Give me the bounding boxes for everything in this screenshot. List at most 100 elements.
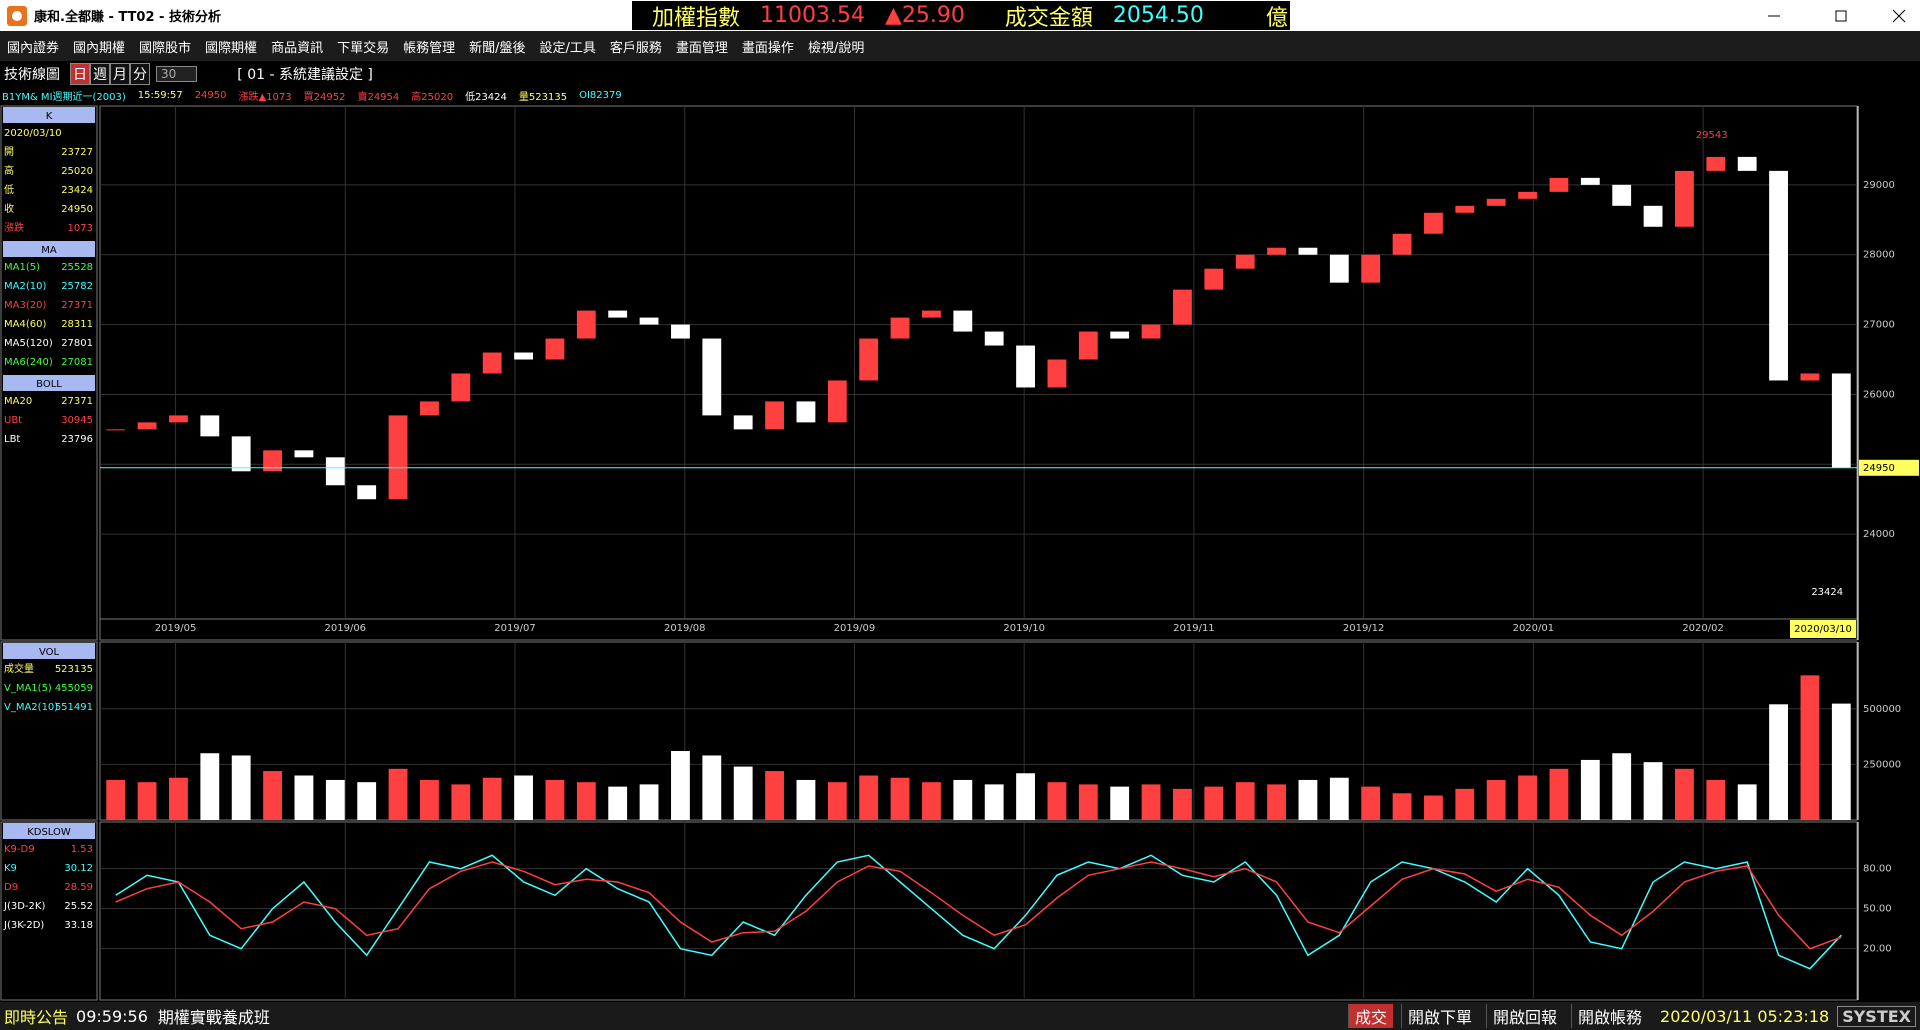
candle	[608, 310, 628, 318]
row-label: 高	[4, 164, 14, 177]
volume-bar	[1612, 753, 1632, 820]
row-label: MA4(60)	[4, 319, 46, 330]
kd-line	[115, 861, 1842, 950]
notice[interactable]: 即時公告	[4, 1008, 69, 1027]
row-label: MA20	[4, 396, 32, 407]
candle	[169, 415, 188, 423]
volume-bar	[1016, 773, 1035, 820]
sidebar-frame	[0, 105, 98, 641]
candle	[388, 415, 408, 500]
row-value: 23727	[61, 147, 93, 158]
candle	[1141, 324, 1161, 339]
interval-select[interactable]: 30	[156, 66, 198, 82]
candle	[1675, 170, 1694, 227]
menu-item[interactable]: 國內期權	[73, 40, 126, 56]
setting-label[interactable]: [ 01 - 系統建議設定 ]	[237, 67, 373, 83]
menu-item[interactable]: 新聞/盤後	[469, 40, 526, 56]
volume-bar	[1235, 782, 1255, 820]
volume-bar	[1675, 768, 1694, 820]
period-button[interactable]: 日	[70, 63, 90, 85]
row-value: 27801	[61, 338, 93, 349]
panel-frame	[99, 105, 1858, 641]
candle	[1173, 289, 1192, 325]
candle	[1392, 233, 1412, 255]
menu-item[interactable]: 檢視/說明	[807, 40, 865, 56]
candle	[1706, 156, 1726, 171]
low-label: 23424	[1811, 587, 1843, 598]
row-label: MA2(10)	[4, 281, 46, 292]
status-button[interactable]: 開啟帳務	[1571, 1004, 1648, 1028]
row-label: 2020/03/10	[4, 128, 62, 139]
menu-item[interactable]: 商品資訊	[271, 40, 324, 56]
status-button[interactable]: 開啟下單	[1400, 1004, 1478, 1028]
row-value: 30.12	[64, 863, 93, 874]
period-button[interactable]: 月	[110, 63, 130, 85]
menu-item[interactable]: 帳務管理	[403, 40, 456, 56]
volume-bar	[1486, 779, 1506, 820]
volume-bar	[263, 771, 282, 820]
window-controls[interactable]	[1730, 0, 1920, 31]
volume-bar	[922, 782, 941, 820]
candle	[1204, 268, 1224, 290]
volume-bar	[1047, 782, 1067, 820]
row-value: 27371	[61, 396, 93, 407]
status-button[interactable]: 開啟回報	[1485, 1004, 1563, 1028]
close[interactable]	[1892, 9, 1906, 23]
quote-item: 高25020	[411, 91, 454, 103]
volume-bar	[137, 782, 157, 820]
menu-item[interactable]: 畫面操作	[741, 40, 794, 56]
menu-item[interactable]: 設定/工具	[539, 40, 596, 56]
row-value: 27081	[61, 357, 93, 368]
row-value: 33.18	[64, 920, 93, 931]
menu-bar: 國內證券 國內期權 國際股市 國際期權 商品資訊 下單交易 帳務管理 新聞/盤後 設定/工具 客戶…	[0, 31, 1920, 61]
candle	[1016, 345, 1035, 388]
restore[interactable]	[1835, 10, 1847, 22]
volume-bar	[388, 768, 408, 820]
menu-item[interactable]: 國際期權	[205, 40, 258, 56]
row-label: 漲跌	[4, 221, 24, 234]
brand: SYSTEX	[1837, 1005, 1916, 1027]
menu-item[interactable]: 客戶服務	[609, 40, 662, 56]
volume-bar	[482, 777, 502, 820]
menu-item[interactable]: 國際股市	[139, 40, 192, 56]
y-tick-label: 24000	[1863, 529, 1895, 540]
datetime: 2020/03/11 05:23:18	[1660, 1006, 1830, 1026]
row-value: 1.53	[71, 844, 93, 855]
candle	[984, 331, 1004, 346]
x-tick-label: 2020/02	[1682, 623, 1724, 634]
section-title: MA	[41, 245, 57, 256]
amount-unit: 億	[1265, 5, 1288, 31]
candle	[231, 436, 251, 472]
row-value: 25528	[61, 262, 93, 273]
volume-bar	[859, 775, 879, 820]
row-label: K9-D9	[4, 844, 35, 855]
x-tick-label: 2019/07	[494, 623, 536, 634]
candle	[765, 401, 784, 430]
volume-bar	[1078, 784, 1098, 820]
section-title: VOL	[39, 647, 60, 658]
row-value: 1073	[68, 223, 93, 234]
row-value: 28311	[61, 319, 93, 330]
status-bar: 即時公告 09:59:56 期權實戰養成班 成交 開啟下單 開啟回報 開啟帳務 202…	[0, 1002, 1920, 1030]
menu-item[interactable]: 國內證券	[7, 40, 60, 56]
menu-item[interactable]: 畫面管理	[675, 40, 728, 56]
candle	[1361, 254, 1381, 283]
candle	[1329, 254, 1349, 283]
period-button[interactable]: 週	[90, 63, 110, 85]
x-tick-label: 2019/08	[664, 623, 706, 634]
price-label: 24950	[1863, 463, 1895, 474]
status-button[interactable]: 成交	[1347, 1004, 1393, 1028]
row-label: MA1(5)	[4, 262, 40, 273]
volume-bar	[514, 775, 533, 820]
y-tick-label: 20.00	[1863, 944, 1892, 955]
amount-label: 成交金額	[1004, 5, 1093, 31]
row-value: 27371	[61, 300, 93, 311]
volume-bar	[608, 786, 628, 820]
row-value: 523135	[55, 664, 93, 675]
candle	[263, 450, 282, 472]
candle	[294, 450, 314, 458]
period-button[interactable]: 分	[130, 63, 150, 85]
candle	[671, 324, 690, 339]
menu-item[interactable]: 下單交易	[337, 40, 390, 56]
section-header	[3, 107, 95, 123]
